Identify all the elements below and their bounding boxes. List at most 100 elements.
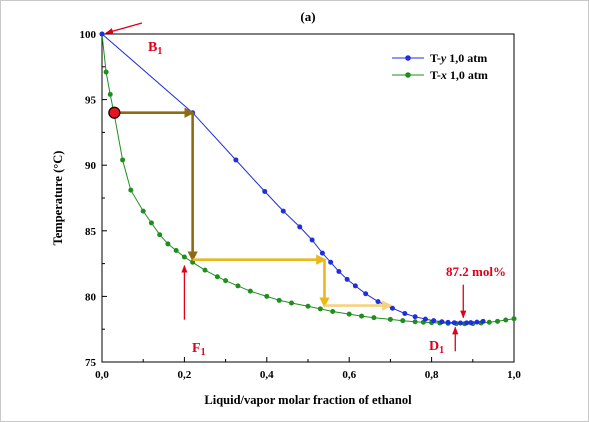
- point-ty-7: [319, 250, 325, 256]
- point-tx-6: [140, 208, 146, 214]
- y-tick-label-2: 85: [85, 226, 97, 238]
- point-ty-22: [457, 320, 463, 326]
- label-f1-sub: 1: [201, 347, 206, 358]
- point-tx-27: [387, 316, 393, 322]
- legend-marker-tx: [405, 72, 411, 78]
- legend-label-ty-prefix: T-: [430, 51, 441, 65]
- point-ty-25: [474, 319, 480, 325]
- point-ty-12: [363, 291, 369, 297]
- point-tx-14: [214, 274, 220, 280]
- point-ty-0: [99, 31, 105, 37]
- arrow-b1: [105, 22, 143, 35]
- point-tx-28: [400, 318, 406, 324]
- point-ty-16: [412, 314, 418, 320]
- x-tick-label-1: 0,2: [178, 369, 192, 381]
- y-axis-label: Temperature (°C): [51, 151, 65, 246]
- point-ty-3: [262, 188, 268, 194]
- x-tick-label-2: 0,4: [260, 369, 274, 381]
- point-tx-18: [264, 293, 270, 299]
- point-tx-15: [223, 278, 229, 284]
- point-tx-21: [305, 303, 311, 309]
- point-ty-23: [464, 320, 470, 326]
- point-tx-20: [289, 300, 295, 306]
- label-b1-base: B: [148, 40, 157, 55]
- x-tick-label-0: 0,0: [95, 369, 109, 381]
- y-tick-label-4: 95: [85, 95, 97, 107]
- point-tx-5: [128, 187, 134, 193]
- point-ty-2: [233, 157, 239, 163]
- legend-label-ty-suffix: 1,0 atm: [446, 51, 487, 65]
- x-tick-label-5: 1,0: [507, 369, 521, 381]
- point-tx-9: [165, 241, 171, 247]
- label-f1: F1: [192, 341, 206, 358]
- panel-label: (a): [300, 9, 315, 24]
- annotation-layer: [105, 22, 467, 352]
- legend: T-y 1,0 atm T-x 1,0 atm: [392, 51, 488, 82]
- x-tick-label-4: 0,8: [425, 369, 439, 381]
- point-ty-15: [402, 310, 408, 316]
- point-tx-40: [503, 317, 509, 323]
- point-ty-13: [375, 299, 381, 305]
- azeotrope-label: 87.2 mol%: [446, 264, 506, 279]
- point-ty-21: [451, 320, 457, 326]
- point-ty-8: [328, 259, 334, 265]
- point-tx-41: [511, 316, 517, 322]
- point-ty-18: [431, 318, 437, 324]
- point-tx-2: [107, 91, 113, 97]
- svg-text:T-y 1,0 atm: T-y 1,0 atm: [430, 51, 487, 65]
- y-tick-label-1: 80: [85, 291, 97, 303]
- point-tx-8: [157, 232, 163, 238]
- series-layer: [99, 31, 517, 327]
- point-ty-5: [297, 224, 303, 230]
- y-tick-label-5: 100: [80, 29, 97, 41]
- label-b1: B1: [148, 40, 162, 57]
- point-ty-19: [439, 319, 445, 325]
- point-tx-26: [371, 315, 377, 321]
- label-d1-sub: 1: [439, 345, 444, 356]
- point-ty-17: [422, 316, 428, 322]
- y-tick-label-3: 90: [85, 160, 97, 172]
- legend-label-ty-var: y: [439, 51, 447, 65]
- point-tx-7: [148, 220, 154, 226]
- feed-point-marker: [108, 106, 121, 119]
- point-tx-17: [247, 288, 253, 294]
- point-ty-20: [445, 319, 451, 325]
- point-ty-14: [389, 305, 395, 311]
- label-d1-base: D: [429, 339, 439, 354]
- label-f1-base: F: [192, 341, 201, 356]
- y-axis: 75 80 85 90 95 100: [80, 29, 107, 369]
- stage-layer: [114, 107, 393, 311]
- svg-text:B1: B1: [148, 40, 162, 57]
- point-ty-24: [468, 320, 474, 326]
- legend-label-tx-var: x: [440, 68, 447, 82]
- point-tx-23: [330, 308, 336, 314]
- svg-text:D1: D1: [429, 339, 444, 356]
- point-ty-6: [309, 237, 315, 243]
- point-tx-19: [276, 297, 282, 303]
- point-tx-13: [202, 267, 208, 273]
- x-axis-label: Liquid/vapor molar fraction of ethanol: [204, 393, 412, 407]
- legend-entry-ty: T-y 1,0 atm: [392, 51, 487, 65]
- point-tx-38: [486, 319, 492, 325]
- point-ty-26: [480, 318, 486, 324]
- point-tx-11: [181, 254, 187, 260]
- point-ty-10: [344, 276, 350, 282]
- plot-area: [101, 33, 515, 363]
- svg-text:F1: F1: [192, 341, 206, 358]
- point-tx-16: [235, 283, 241, 289]
- point-ty-11: [352, 283, 358, 289]
- x-axis: 0,0 0,2 0,4 0,6 0,8 1,0: [95, 357, 521, 381]
- point-tx-10: [173, 247, 179, 253]
- point-tx-29: [412, 319, 418, 325]
- legend-label-tx-prefix: T-: [430, 68, 441, 82]
- label-d1: D1: [429, 339, 444, 356]
- point-tx-39: [495, 318, 501, 324]
- point-tx-4: [120, 157, 126, 163]
- legend-label-tx-suffix: 1,0 atm: [447, 68, 488, 82]
- label-b1-sub: 1: [157, 46, 162, 57]
- legend-entry-tx: T-x 1,0 atm: [392, 68, 488, 82]
- point-tx-25: [359, 313, 365, 319]
- point-tx-1: [103, 69, 109, 75]
